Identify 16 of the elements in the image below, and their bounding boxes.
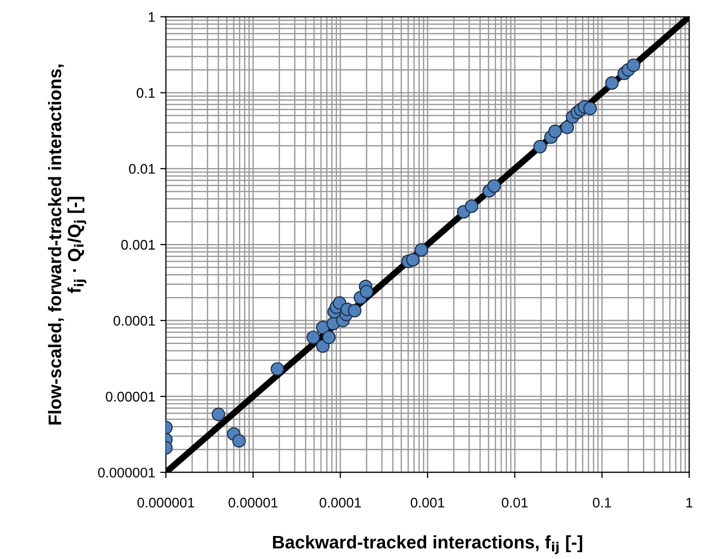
x-tick-label: 0.000001 bbox=[137, 498, 194, 508]
y-tick-label: 0.001 bbox=[121, 240, 155, 250]
y-tick-label: 0.01 bbox=[128, 164, 155, 174]
x-tick-label: 1 bbox=[686, 498, 692, 508]
x-tick-label: 0.00001 bbox=[228, 498, 278, 508]
x-axis-title: Backward-tracked interactions, f$_{ij}$ [-] bbox=[273, 535, 582, 554]
y-tick-label: 0.000001 bbox=[98, 468, 155, 478]
x-tick-label: 0.0001 bbox=[320, 498, 361, 508]
y-tick-label: 0.00001 bbox=[106, 392, 155, 402]
x-tick-label: 0.01 bbox=[502, 498, 528, 508]
y-axis-title: Flow-scaled, forward-tracked interactions, f$_{ij}$ · Q$_{i}$/Q$_{j}$ [-] bbox=[48, 64, 86, 424]
y-tick-label: 0.1 bbox=[136, 88, 155, 98]
y-tick-label: 1 bbox=[148, 12, 155, 22]
x-tick-label: 0.1 bbox=[592, 498, 611, 508]
y-tick-label: 0.0001 bbox=[114, 316, 155, 326]
x-tick-label: 0.001 bbox=[410, 498, 444, 508]
